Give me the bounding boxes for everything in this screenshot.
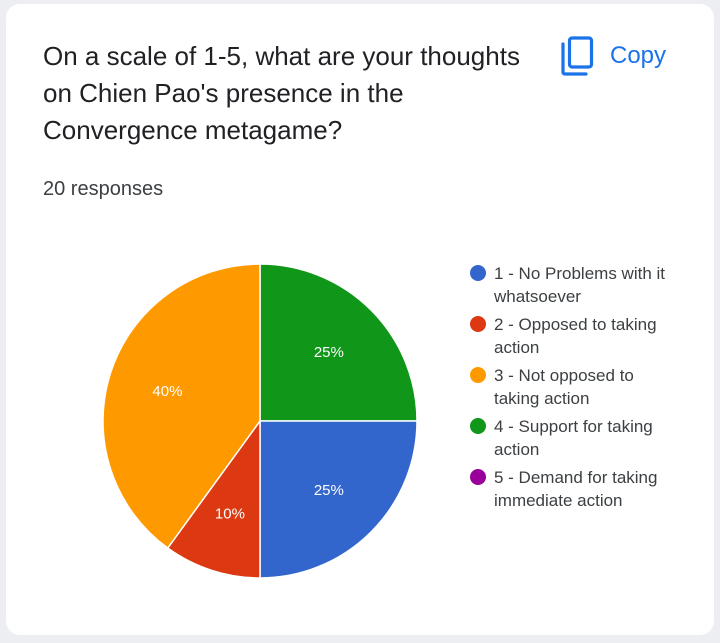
- legend-item-3[interactable]: 3 - Not opposed to taking action: [470, 364, 700, 410]
- pie-slice-label-4: 25%: [314, 344, 344, 361]
- legend-swatch-5: [470, 469, 486, 485]
- legend-swatch-3: [470, 367, 486, 383]
- copy-button[interactable]: Copy: [554, 34, 672, 78]
- copy-label: Copy: [610, 42, 667, 69]
- legend-item-4[interactable]: 4 - Support for taking action: [470, 415, 700, 461]
- pie-slice-4[interactable]: [259, 263, 418, 422]
- pie-slice-3[interactable]: [102, 263, 261, 550]
- copy-icon: [561, 36, 594, 76]
- legend-label-4: 4 - Support for taking action: [494, 417, 653, 459]
- pie-slice-label-2: 10%: [215, 506, 245, 523]
- legend-swatch-2: [470, 316, 486, 332]
- pie-slice-label-3: 40%: [152, 383, 182, 400]
- response-count: 20 responses: [43, 178, 164, 200]
- pie-slice-2[interactable]: [166, 418, 261, 579]
- response-card: On a scale of 1-5, what are your thought…: [6, 4, 714, 635]
- legend-label-5: 5 - Demand for taking immediate action: [494, 468, 658, 510]
- legend-item-5[interactable]: 5 - Demand for taking immediate action: [470, 466, 700, 512]
- legend-swatch-4: [470, 418, 486, 434]
- chart-legend: 1 - No Problems with it whatsoever 2 - Op…: [470, 262, 700, 517]
- legend-label-3: 3 - Not opposed to taking action: [494, 366, 634, 408]
- pie-slice-label-1: 25%: [314, 482, 344, 499]
- legend-label-1: 1 - No Problems with it whatsoever: [494, 264, 665, 306]
- legend-item-2[interactable]: 2 - Opposed to taking action: [470, 313, 700, 359]
- pie-chart: 25% 25% 10% 40%: [102, 263, 418, 579]
- pie-slice-1[interactable]: [259, 420, 418, 579]
- legend-swatch-1: [470, 265, 486, 281]
- question-title: On a scale of 1-5, what are your thought…: [43, 41, 520, 145]
- legend-label-2: 2 - Opposed to taking action: [494, 315, 657, 357]
- legend-item-1[interactable]: 1 - No Problems with it whatsoever: [470, 262, 700, 308]
